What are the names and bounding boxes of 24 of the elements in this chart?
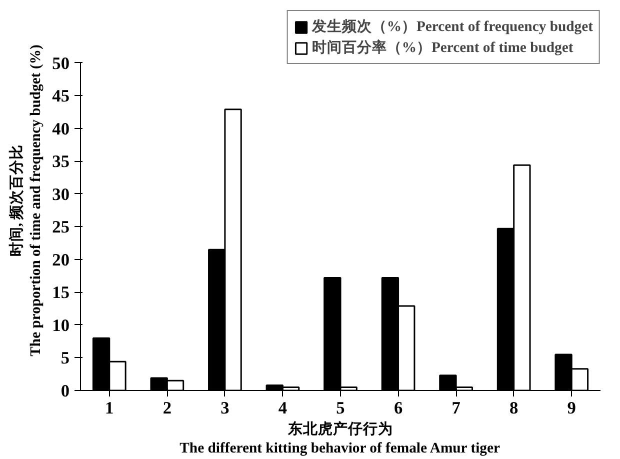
x-tick-label: 4 xyxy=(278,398,288,418)
x-tick-label: 8 xyxy=(510,398,518,418)
x-tick-label: 2 xyxy=(162,398,172,418)
y-tick-label: 25 xyxy=(52,218,70,237)
y-tick-label: 35 xyxy=(52,152,70,172)
x-tick-label: 1 xyxy=(105,398,114,418)
y-tick-label: 5 xyxy=(60,348,70,368)
x-tick-label: 5 xyxy=(336,398,346,418)
y-tick-label: 15 xyxy=(52,283,70,302)
x-axis-title: 东北虎产仔行为 The different kitting behavior of female Amur tiger xyxy=(180,420,501,457)
x-tick-label: 3 xyxy=(220,398,230,418)
y-tick-label: 30 xyxy=(52,184,70,204)
x-tick-label: 7 xyxy=(452,398,461,418)
legend-label: 发生频次（%）Percent of frequency budget xyxy=(312,18,593,36)
legend-label: 时间百分率（%）Percent of time budget xyxy=(312,38,574,57)
y-tick-label: 0 xyxy=(60,382,70,400)
y-tick-label: 10 xyxy=(52,316,70,335)
y-tick-label: 40 xyxy=(52,119,70,138)
y-axis-title: 时间, 频次百分比 The proportion of time and frequency budget (%) xyxy=(8,44,44,356)
x-tick-label: 9 xyxy=(567,398,576,418)
y-tick-label: 45 xyxy=(52,86,70,106)
x-tick-label: 6 xyxy=(394,398,403,418)
y-tick-label: 20 xyxy=(52,250,70,270)
y-tick-label: 50 xyxy=(52,54,70,73)
